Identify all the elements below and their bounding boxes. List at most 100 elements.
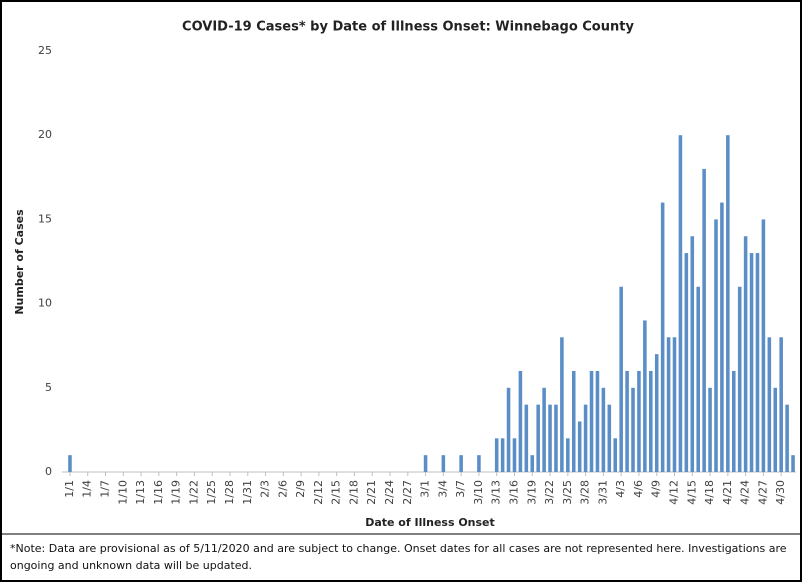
y-tick-label: 5	[45, 381, 52, 394]
x-tick-label: 1/31	[241, 480, 254, 505]
x-tick-label: 1/13	[134, 480, 147, 505]
bar	[720, 202, 724, 472]
bar	[755, 253, 760, 472]
x-tick-label: 2/9	[294, 480, 307, 498]
bar	[459, 455, 463, 472]
x-tick-label: 1/22	[187, 480, 200, 505]
x-tick-label: 3/1	[419, 480, 432, 498]
x-tick-label: 3/4	[436, 480, 449, 498]
x-tick-label: 1/7	[99, 480, 112, 498]
bar	[554, 404, 558, 472]
bar	[566, 438, 570, 472]
bar	[560, 337, 564, 472]
x-tick-label: 3/10	[472, 480, 485, 505]
x-tick-label: 4/3	[614, 480, 627, 498]
y-axis-title: Number of Cases	[13, 209, 26, 315]
bar	[779, 337, 783, 472]
x-tick-label: 1/28	[223, 480, 236, 505]
bar	[500, 438, 505, 472]
bar	[714, 219, 718, 472]
bar	[690, 236, 695, 472]
bar	[506, 387, 511, 472]
footnote: *Note: Data are provisional as of 5/11/2…	[10, 542, 787, 572]
bar	[631, 387, 635, 472]
chart-title: COVID-19 Cases* by Date of Illness Onset…	[182, 20, 634, 35]
x-tick-label: 3/13	[490, 480, 503, 505]
x-tick-label: 4/9	[650, 480, 663, 498]
x-tick-label: 3/28	[579, 480, 592, 505]
x-tick-label: 4/30	[774, 480, 787, 505]
bar	[607, 404, 612, 472]
bar	[660, 202, 665, 472]
x-tick-label: 3/25	[561, 480, 574, 505]
bar	[791, 455, 795, 472]
bar	[441, 455, 446, 472]
x-tick-label: 1/19	[170, 480, 183, 505]
bar	[785, 404, 789, 472]
bar	[773, 387, 778, 472]
bar	[678, 135, 683, 472]
x-tick-label: 1/10	[116, 480, 129, 505]
y-tick-label: 10	[38, 297, 52, 310]
x-tick-label: 1/4	[81, 480, 94, 498]
bar	[643, 320, 647, 472]
y-tick-label: 20	[38, 128, 52, 141]
bar	[726, 135, 730, 472]
bar	[684, 253, 689, 472]
x-tick-label: 1/1	[63, 480, 76, 498]
x-tick-label: 4/12	[668, 480, 681, 505]
bar	[761, 219, 766, 472]
x-tick-label: 2/15	[330, 480, 343, 505]
bar	[619, 286, 623, 472]
bar	[637, 370, 641, 472]
bar	[696, 286, 700, 472]
bar	[530, 455, 535, 472]
bar	[601, 387, 606, 472]
x-tick-label: 3/19	[525, 480, 538, 505]
bar	[654, 354, 659, 472]
x-tick-label: 2/24	[383, 480, 396, 505]
x-tick-label: 4/27	[756, 480, 769, 505]
x-tick-label: 4/21	[721, 480, 734, 505]
x-tick-label: 3/7	[454, 480, 467, 498]
bar	[571, 370, 576, 472]
bar	[649, 370, 653, 472]
bar	[737, 286, 742, 472]
y-tick-label: 25	[38, 44, 52, 57]
x-tick-label: 3/16	[507, 480, 520, 505]
x-tick-label: 1/25	[205, 480, 218, 505]
x-tick-label: 4/24	[739, 480, 752, 505]
bar	[583, 404, 588, 472]
bar	[477, 455, 481, 472]
bar	[731, 370, 736, 472]
bar	[702, 168, 706, 472]
x-tick-label: 4/18	[703, 480, 716, 505]
y-tick-label: 15	[38, 212, 52, 225]
bar	[423, 455, 428, 472]
bar	[494, 438, 499, 472]
bar	[68, 455, 72, 472]
x-axis-title: Date of Illness Onset	[365, 516, 495, 529]
x-tick-label: 3/22	[543, 480, 556, 505]
x-tick-label: 2/6	[276, 480, 289, 498]
bar	[524, 404, 529, 472]
x-tick-label: 2/27	[401, 480, 414, 505]
bar	[595, 370, 600, 472]
bar	[767, 337, 772, 472]
bar	[589, 370, 594, 472]
x-tick-label: 2/21	[365, 480, 378, 505]
bar	[512, 438, 517, 472]
bar	[577, 421, 582, 472]
x-tick-label: 4/6	[632, 480, 645, 498]
x-tick-label: 3/31	[596, 480, 609, 505]
x-tick-label: 2/18	[347, 480, 360, 505]
bar	[708, 387, 712, 472]
bar	[666, 337, 671, 472]
bar	[548, 404, 552, 472]
x-tick-label: 4/15	[685, 480, 698, 505]
x-tick-label: 2/12	[312, 480, 325, 505]
bar	[743, 236, 748, 472]
